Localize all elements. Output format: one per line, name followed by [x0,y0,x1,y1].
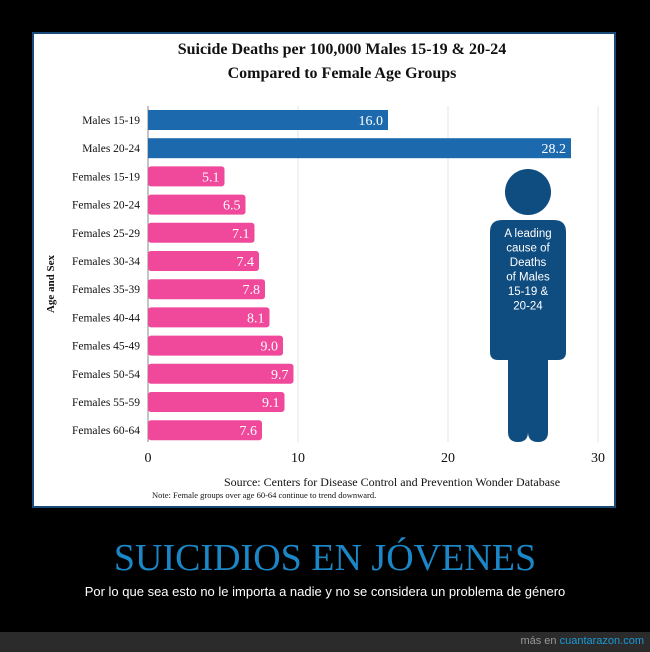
annotation-line: of Males [506,272,550,284]
annotation-line: Deaths [510,257,547,269]
bar [148,279,265,300]
bar [148,363,294,384]
bar [148,166,225,187]
annotation-line: 15-19 & [508,286,549,298]
x-tick-label: 0 [145,451,152,466]
data-label: 8.1 [247,311,265,326]
data-label: 5.1 [202,170,220,185]
data-label: 7.4 [237,255,255,270]
category-label: Females 55-59 [72,397,140,409]
category-label: Males 20-24 [82,143,140,155]
category-label: Females 25-29 [72,228,140,240]
bar [148,194,246,215]
footnote: Note: Female groups over age 60-64 conti… [152,490,376,500]
bar [148,392,285,412]
annotation-line: A leading [504,228,551,240]
category-label: Females 20-24 [72,200,140,212]
footer-prefix: más en [520,635,560,647]
bar [148,307,270,328]
source-note: Source: Centers for Disease Control and … [224,475,560,489]
category-label: Females 30-34 [72,256,140,268]
person-icon: A leading cause of Deaths of Males 15-19 & 20… [490,169,566,442]
meme-caption: Por lo que sea esto no le importa a nadi… [84,584,566,599]
data-label: 9.1 [262,396,280,411]
x-tick-label: 10 [291,451,305,466]
bar-chart: Suicide Deaths per 100,000 Males 15-19 &… [45,41,605,500]
data-label: 7.6 [240,424,258,439]
site-link[interactable]: cuantarazon.com [559,635,644,647]
meme-headline: SUICIDIOS EN JÓVENES [113,537,537,579]
data-label: 6.5 [223,199,241,214]
category-label: Males 15-19 [82,115,140,127]
x-tick-label: 20 [441,451,455,466]
y-axis-label: Age and Sex [45,254,57,313]
data-label: 9.7 [271,368,289,383]
data-label: 9.0 [261,340,279,355]
person-head [505,169,551,215]
x-tick-label: 30 [591,451,605,466]
data-label: 28.2 [542,142,567,157]
annotation-line: cause of [506,243,550,255]
category-label: Females 50-54 [72,369,140,381]
footer-bar: más en cuantarazon.com [0,632,650,652]
category-label: Females 35-39 [72,284,140,296]
category-label: Females 60-64 [72,425,140,437]
data-label: 7.8 [243,283,261,298]
chart-title: Suicide Deaths per 100,000 Males 15-19 &… [178,41,507,58]
chart-subtitle: Compared to Female Age Groups [228,65,457,82]
bar [148,138,571,159]
category-label: Females 40-44 [72,312,140,324]
bar [148,335,283,356]
data-label: 7.1 [232,227,250,242]
chart-image: Suicide Deaths per 100,000 Males 15-19 &… [32,32,616,508]
category-label: Females 15-19 [72,171,140,183]
annotation-line: 20-24 [513,301,543,313]
person-body [490,220,566,442]
category-label: Females 45-49 [72,341,140,353]
bar [148,420,262,441]
bar [148,222,255,243]
bar [148,110,388,130]
data-label: 16.0 [359,114,384,129]
bar [148,251,259,271]
